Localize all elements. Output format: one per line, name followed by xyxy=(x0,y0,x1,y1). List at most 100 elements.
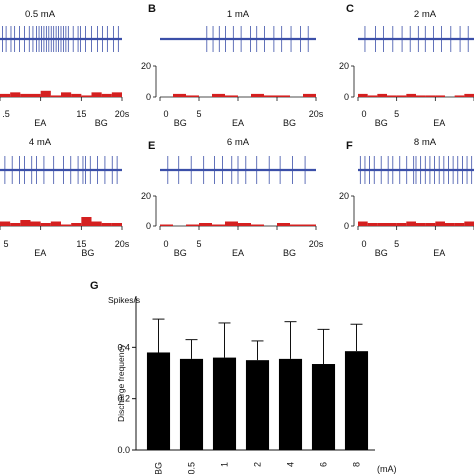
current-label: 8 mA xyxy=(414,137,437,148)
hist-bar xyxy=(101,223,112,226)
hist-bar xyxy=(264,95,277,97)
hist-bar xyxy=(111,223,122,226)
hist-bar xyxy=(396,223,407,226)
x-tick-label: 8 xyxy=(352,462,362,467)
hist-bar xyxy=(367,95,378,97)
hist-bar xyxy=(71,223,82,226)
y-tick-label: 0.2 xyxy=(117,394,130,404)
hist-bar xyxy=(454,223,465,226)
hist-bar xyxy=(303,93,316,97)
hist-x-tick-label: 5 xyxy=(3,239,8,249)
x-unit-label: (mA) xyxy=(377,464,397,474)
hist-bar xyxy=(30,93,41,97)
hist-bar xyxy=(61,92,72,97)
hist-bar xyxy=(238,223,251,226)
x-tick-label: BG xyxy=(154,462,164,474)
panel-2: B 1 mA 20 0 0 5 20s BG EA BG xyxy=(141,3,324,128)
hist-bar xyxy=(377,93,387,97)
hist-bar xyxy=(277,95,290,97)
hist-y-tick-label: 20 xyxy=(339,61,349,71)
x-tick-label: 1 xyxy=(220,462,230,467)
hist-bar xyxy=(91,221,102,226)
bar-panel-letter: G xyxy=(90,280,99,292)
panel-5: E 6 mA 20 0 0 5 20s BG EA BG xyxy=(141,137,324,258)
phase-label: BG xyxy=(174,118,187,128)
hist-y-tick-label: 20 xyxy=(141,191,151,201)
hist-bar xyxy=(50,221,61,226)
panel-3: C 2 mA 20 0 0 5 BG EA xyxy=(339,3,474,128)
current-label: 2 mA xyxy=(414,9,437,20)
hist-y-tick-label: 0 xyxy=(146,92,151,102)
hist-y-tick-label: 20 xyxy=(339,191,349,201)
hist-x-tick-label: 5 xyxy=(196,109,201,119)
bar-chart-g: G Spikes/s Discharge frequency 0.0 0.2 0.4 BG 0… xyxy=(90,280,397,474)
hist-bar xyxy=(464,221,474,226)
hist-bar xyxy=(111,92,122,97)
hist-bar xyxy=(454,95,465,97)
hist-bar xyxy=(186,95,199,97)
phase-label: BG xyxy=(375,248,388,258)
hist-bar xyxy=(20,93,31,97)
phase-label: EA xyxy=(34,248,46,258)
hist-y-tick-label: 0 xyxy=(344,221,349,231)
hist-x-tick-label: 5 xyxy=(394,109,399,119)
hist-y-tick-label: 0 xyxy=(146,221,151,231)
hist-bar xyxy=(10,92,21,97)
panel-letter: C xyxy=(346,3,354,15)
phase-label: EA xyxy=(433,118,445,128)
hist-bar xyxy=(71,93,82,97)
x-tick-label: 0.5 xyxy=(187,462,197,474)
hist-x-tick-label: .5 xyxy=(2,109,10,119)
hist-bar xyxy=(91,92,102,97)
panel-1: 0.5 mA .5 15 20s EA BG xyxy=(0,9,130,128)
hist-bar xyxy=(160,224,173,226)
hist-bar xyxy=(225,221,238,226)
hist-bar xyxy=(212,224,225,226)
hist-bar xyxy=(40,223,51,226)
hist-bar xyxy=(358,221,368,226)
hist-bar xyxy=(377,223,387,226)
panel-letter: F xyxy=(346,140,353,152)
hist-bar xyxy=(186,224,199,226)
hist-bar xyxy=(50,95,61,97)
hist-bar xyxy=(445,223,455,226)
phase-label: BG xyxy=(283,248,296,258)
hist-bar xyxy=(367,223,378,226)
hist-bar xyxy=(416,95,426,97)
hist-bar xyxy=(225,95,238,97)
phase-label: EA xyxy=(34,118,46,128)
hist-x-tick-label: 15 xyxy=(76,109,86,119)
hist-bar xyxy=(416,223,426,226)
bar xyxy=(311,364,336,450)
panel-6: F 8 mA 20 0 0 5 BG EA xyxy=(339,137,474,258)
hist-bar xyxy=(251,224,264,226)
y-unit-label: Spikes/s xyxy=(108,295,140,305)
current-label: 4 mA xyxy=(29,137,52,148)
bar xyxy=(212,357,237,450)
hist-bar xyxy=(101,93,112,97)
y-tick-label: 0.4 xyxy=(117,342,130,352)
hist-bar xyxy=(435,221,445,226)
hist-bar xyxy=(40,90,51,97)
hist-bar xyxy=(425,95,436,97)
hist-bar xyxy=(303,224,316,226)
hist-y-tick-label: 20 xyxy=(141,61,151,71)
hist-x-tick-label: 5 xyxy=(394,239,399,249)
hist-bar xyxy=(358,93,368,97)
phase-label: EA xyxy=(232,118,244,128)
phase-label: BG xyxy=(283,118,296,128)
spike-panels: 0.5 mA .5 15 20s EA BG B 1 mA 20 0 0 5 20s BG EA BG C 2 m… xyxy=(0,3,474,258)
hist-x-tick-label: 20s xyxy=(115,109,130,119)
hist-bar xyxy=(406,221,416,226)
hist-x-tick-label: 15 xyxy=(76,239,86,249)
hist-bar xyxy=(387,95,397,97)
bar xyxy=(245,360,270,450)
hist-x-tick-label: 0 xyxy=(163,109,168,119)
phase-label: BG xyxy=(174,248,187,258)
phase-label: EA xyxy=(433,248,445,258)
panel-4: 4 mA 5 15 20s EA BG xyxy=(0,137,130,258)
hist-y-tick-label: 0 xyxy=(344,92,349,102)
phase-label: BG xyxy=(375,118,388,128)
bar xyxy=(278,358,303,450)
